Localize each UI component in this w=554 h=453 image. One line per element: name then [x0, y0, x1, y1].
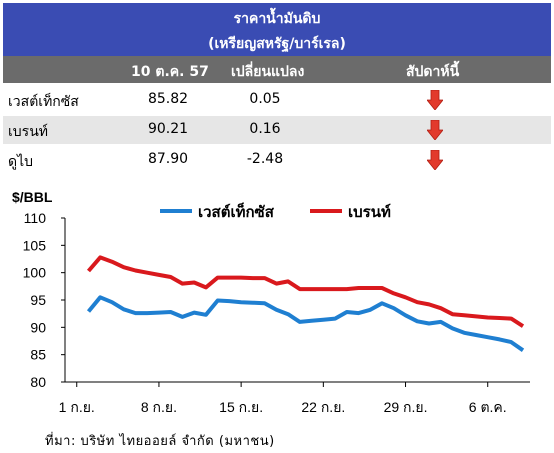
- x-tick-label: 22 ก.ย.: [301, 399, 345, 415]
- down-arrow-icon: [427, 90, 443, 110]
- legend-label: เบรนท์: [348, 203, 391, 221]
- source-note: ที่มา: บริษัท ไทยออยล์ จำกัด (มหาชน): [45, 434, 275, 449]
- series-line-1: [86, 295, 525, 352]
- series-line-2: [86, 255, 525, 328]
- table-header: 10 ต.ค. 57 เปลี่ยนแปลง สัปดาห์นี้: [3, 56, 551, 83]
- y-tick-label: 95: [30, 292, 46, 308]
- x-tick-label: 15 ก.ย.: [219, 399, 263, 415]
- title-banner: ราคาน้ำมันดิบ (เหรียญสหรัฐ/บาร์เรล): [3, 3, 551, 56]
- down-arrow-icon: [427, 150, 443, 170]
- y-tick-label: 90: [30, 319, 46, 335]
- y-tick-label: 80: [30, 374, 46, 390]
- oil-price: 87.90: [147, 151, 189, 167]
- y-tick-label: 110: [24, 210, 47, 226]
- column-header-week: สัปดาห์นี้: [406, 64, 460, 80]
- y-axis-label: $/BBL: [12, 189, 53, 205]
- column-header-change: เปลี่ยนแปลง: [231, 64, 305, 80]
- y-tick-label: 100: [23, 265, 47, 281]
- price-change: 0.16: [249, 121, 281, 137]
- table-row: เวสต์เท็กซัส 85.82 0.05: [3, 86, 551, 114]
- x-tick-label: 8 ก.ย.: [141, 399, 177, 415]
- oil-name: เวสต์เท็กซัส: [8, 94, 79, 110]
- price-change: 0.05: [249, 91, 281, 107]
- table-row: เบรนท์ 90.21 0.16: [3, 116, 551, 144]
- oil-name: เบรนท์: [8, 124, 48, 140]
- y-tick-label: 85: [30, 347, 46, 363]
- x-tick-label: 6 ต.ค.: [469, 399, 507, 415]
- legend-label: เวสต์เท็กซัส: [198, 202, 275, 221]
- oil-price: 90.21: [147, 121, 189, 137]
- oil-price: 85.82: [147, 91, 189, 107]
- price-change: -2.48: [246, 151, 284, 167]
- x-tick-label: 1 ก.ย.: [59, 399, 95, 415]
- column-header-date: 10 ต.ค. 57: [131, 64, 209, 80]
- page-subtitle: (เหรียญสหรัฐ/บาร์เรล): [208, 36, 346, 52]
- x-tick-label: 29 ก.ย.: [384, 399, 428, 415]
- down-arrow-icon: [427, 120, 443, 140]
- table-row: ดูไบ 87.90 -2.48: [3, 146, 551, 174]
- page-title: ราคาน้ำมันดิบ: [233, 11, 321, 27]
- price-line-chart: $/BBL 80 85 90 95 100 105 110 1 ก.ย. 8 ก.ย. 15 ก.ย…: [12, 189, 530, 415]
- oil-name: ดูไบ: [8, 154, 34, 170]
- y-tick-label: 105: [23, 237, 47, 253]
